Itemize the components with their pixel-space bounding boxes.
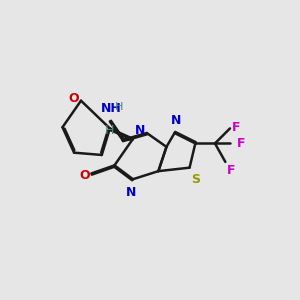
Text: N: N	[135, 124, 145, 137]
Text: F: F	[232, 121, 240, 134]
Text: O: O	[69, 92, 80, 105]
Text: O: O	[79, 169, 90, 182]
Text: H: H	[105, 124, 115, 136]
Text: F: F	[237, 137, 245, 150]
Text: NH: NH	[100, 101, 122, 115]
Text: S: S	[191, 173, 200, 186]
Text: H: H	[116, 102, 124, 112]
Text: N: N	[125, 186, 136, 199]
Text: N: N	[170, 114, 181, 127]
Text: F: F	[227, 164, 236, 177]
